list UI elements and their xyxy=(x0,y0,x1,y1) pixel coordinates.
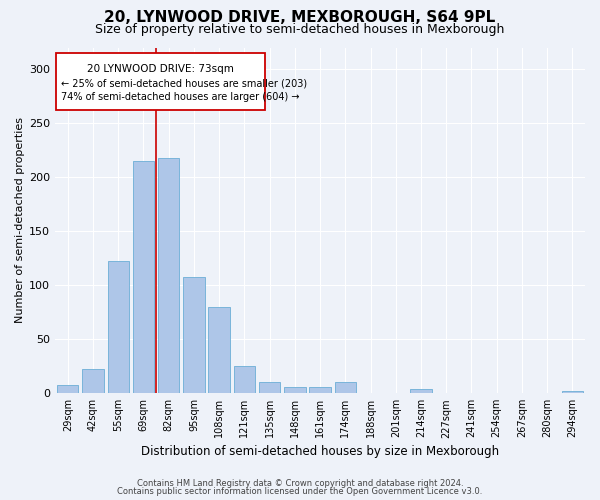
Bar xyxy=(233,366,255,393)
Text: 20, LYNWOOD DRIVE, MEXBOROUGH, S64 9PL: 20, LYNWOOD DRIVE, MEXBOROUGH, S64 9PL xyxy=(104,10,496,25)
Bar xyxy=(310,386,331,393)
Bar xyxy=(410,389,432,393)
Bar xyxy=(183,276,205,393)
Bar xyxy=(57,384,79,393)
X-axis label: Distribution of semi-detached houses by size in Mexborough: Distribution of semi-detached houses by … xyxy=(141,444,499,458)
Text: 20 LYNWOOD DRIVE: 73sqm: 20 LYNWOOD DRIVE: 73sqm xyxy=(87,64,234,74)
Bar xyxy=(208,307,230,393)
Bar xyxy=(158,158,179,393)
Text: Contains HM Land Registry data © Crown copyright and database right 2024.: Contains HM Land Registry data © Crown c… xyxy=(137,478,463,488)
Bar xyxy=(562,391,583,393)
Bar xyxy=(284,386,305,393)
Bar xyxy=(133,161,154,393)
Text: ← 25% of semi-detached houses are smaller (203): ← 25% of semi-detached houses are smalle… xyxy=(61,79,308,89)
Text: Contains public sector information licensed under the Open Government Licence v3: Contains public sector information licen… xyxy=(118,487,482,496)
Bar xyxy=(107,262,129,393)
Bar xyxy=(259,382,280,393)
Text: 74% of semi-detached houses are larger (604) →: 74% of semi-detached houses are larger (… xyxy=(61,92,300,102)
Y-axis label: Number of semi-detached properties: Number of semi-detached properties xyxy=(15,118,25,324)
FancyBboxPatch shape xyxy=(56,53,265,110)
Bar xyxy=(82,370,104,393)
Text: Size of property relative to semi-detached houses in Mexborough: Size of property relative to semi-detach… xyxy=(95,22,505,36)
Bar xyxy=(335,382,356,393)
